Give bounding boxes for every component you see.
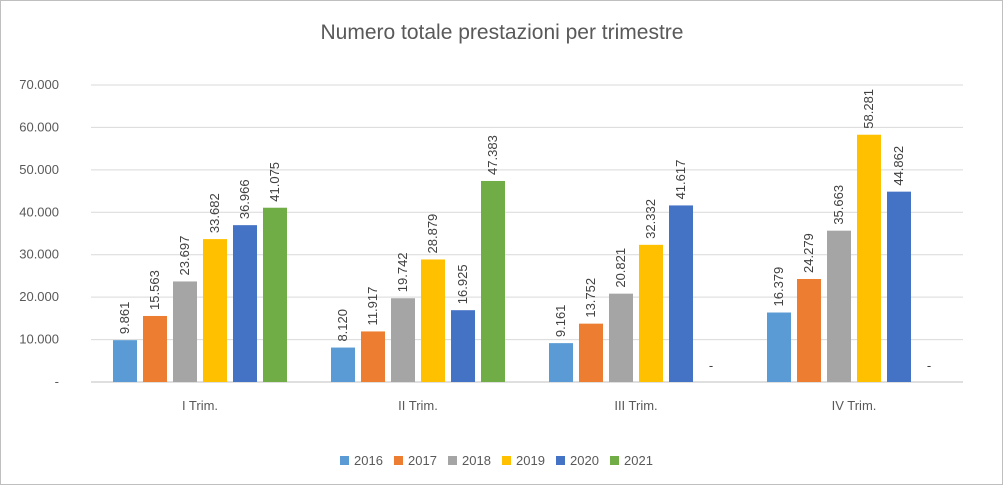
- legend-swatch-2016: [340, 456, 349, 465]
- legend-swatch-2020: [556, 456, 565, 465]
- y-tick-label: 20.000: [19, 289, 59, 304]
- data-label: 9.861: [117, 302, 132, 335]
- legend: 2016 2017 2018 2019 2020 2021: [340, 453, 653, 468]
- legend-label: 2019: [516, 453, 545, 468]
- legend-label: 2017: [408, 453, 437, 468]
- data-label: 16.925: [455, 264, 470, 304]
- bar-2019-3: [639, 244, 663, 382]
- data-label: 19.742: [395, 252, 410, 292]
- bar-2016-3: [549, 343, 573, 382]
- data-label: 16.379: [771, 267, 786, 307]
- legend-swatch-2019: [502, 456, 511, 465]
- y-tick-label: 30.000: [19, 247, 59, 262]
- data-label: 47.383: [485, 135, 500, 175]
- data-label: 58.281: [861, 89, 876, 129]
- bar-2016-4: [767, 312, 791, 382]
- legend-swatch-2021: [610, 456, 619, 465]
- bar-2020-2: [451, 310, 475, 382]
- data-label: 15.563: [147, 270, 162, 310]
- bar-2017-3: [579, 323, 603, 382]
- category-label: IV Trim.: [832, 398, 877, 413]
- bar-2016-1: [113, 340, 137, 382]
- data-label: 35.663: [831, 185, 846, 225]
- legend-label: 2021: [624, 453, 653, 468]
- y-tick-label: 70.000: [19, 77, 59, 92]
- data-label: -: [709, 358, 713, 373]
- bar-2020-3: [669, 205, 693, 382]
- y-tick-label: 10.000: [19, 332, 59, 347]
- data-label: 13.752: [583, 278, 598, 318]
- y-tick-label: 50.000: [19, 162, 59, 177]
- bar-2019-4: [857, 134, 881, 382]
- y-tick-label: 60.000: [19, 119, 59, 134]
- legend-swatch-2017: [394, 456, 403, 465]
- bars: [113, 134, 911, 382]
- data-label: 32.332: [643, 199, 658, 239]
- data-label: 36.966: [237, 179, 252, 219]
- legend-label: 2016: [354, 453, 383, 468]
- bar-2018-4: [827, 230, 851, 382]
- data-label: 33.682: [207, 193, 222, 233]
- bar-2021-2: [481, 180, 505, 382]
- bar-2019-2: [421, 259, 445, 382]
- data-label: 8.120: [335, 309, 350, 342]
- y-tick-label: -: [55, 374, 59, 389]
- data-label: 11.917: [365, 287, 380, 326]
- data-label: 41.075: [267, 162, 282, 202]
- data-label: 9.161: [553, 305, 568, 338]
- bar-2018-2: [391, 298, 415, 382]
- data-label: 24.279: [801, 233, 816, 273]
- x-axis-categories: I Trim. II Trim. III Trim. IV Trim.: [182, 398, 876, 413]
- bar-2017-2: [361, 331, 385, 382]
- y-tick-label: 40.000: [19, 204, 59, 219]
- bar-2017-1: [143, 315, 167, 382]
- legend-label: 2018: [462, 453, 491, 468]
- chart-title: Numero totale prestazioni per trimestre: [321, 21, 684, 44]
- category-label: II Trim.: [398, 398, 438, 413]
- category-label: III Trim.: [614, 398, 657, 413]
- data-label: 20.821: [613, 248, 628, 288]
- bar-2021-1: [263, 207, 287, 382]
- legend-label: 2020: [570, 453, 599, 468]
- data-label: 23.697: [177, 236, 192, 276]
- bar-2020-1: [233, 225, 257, 382]
- bar-2019-1: [203, 239, 227, 382]
- data-label: 28.879: [425, 214, 440, 254]
- bar-2018-3: [609, 293, 633, 382]
- bar-2020-4: [887, 191, 911, 382]
- bar-2016-2: [331, 347, 355, 382]
- bar-2018-1: [173, 281, 197, 382]
- data-labels: 9.861 15.563 23.697 33.682 36.966 41.075 8.120…: [117, 89, 931, 373]
- category-label: I Trim.: [182, 398, 218, 413]
- y-axis-ticks: - 10.000 20.000 30.000 40.000 50.000 60.000 70.…: [19, 77, 59, 389]
- data-label: -: [927, 358, 931, 373]
- legend-swatch-2018: [448, 456, 457, 465]
- bar-2017-4: [797, 278, 821, 382]
- data-label: 44.862: [891, 146, 906, 186]
- data-label: 41.617: [673, 160, 688, 200]
